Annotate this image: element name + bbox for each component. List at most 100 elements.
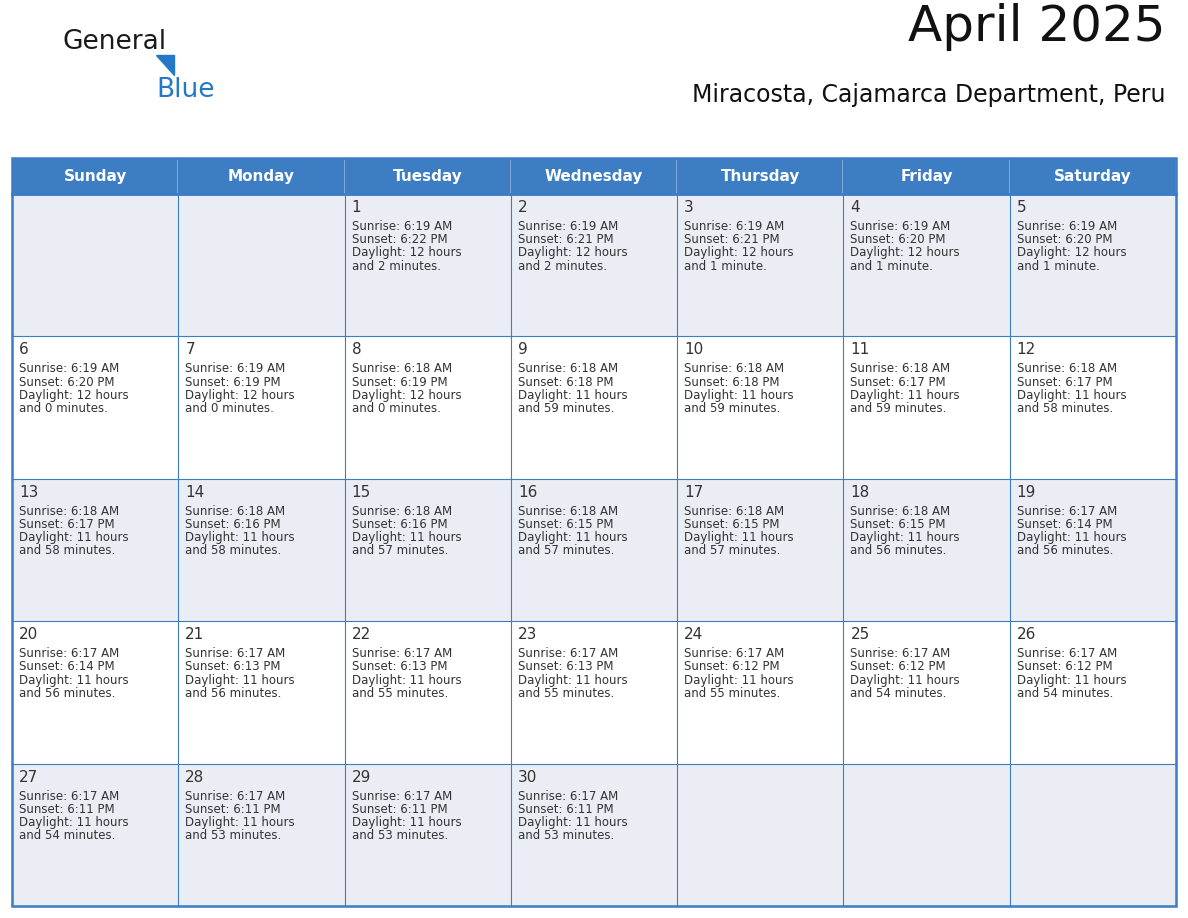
Text: Sunrise: 6:18 AM: Sunrise: 6:18 AM bbox=[1017, 363, 1117, 375]
Text: and 0 minutes.: and 0 minutes. bbox=[352, 402, 441, 415]
Text: Daylight: 12 hours: Daylight: 12 hours bbox=[352, 246, 461, 260]
Text: Sunrise: 6:17 AM: Sunrise: 6:17 AM bbox=[352, 789, 451, 802]
Text: Sunset: 6:11 PM: Sunset: 6:11 PM bbox=[185, 802, 280, 816]
Text: Daylight: 12 hours: Daylight: 12 hours bbox=[684, 246, 794, 260]
Text: Sunrise: 6:18 AM: Sunrise: 6:18 AM bbox=[19, 505, 119, 518]
Text: Daylight: 11 hours: Daylight: 11 hours bbox=[851, 674, 960, 687]
Bar bbox=[345, 479, 511, 621]
Text: Sunrise: 6:18 AM: Sunrise: 6:18 AM bbox=[684, 363, 784, 375]
Text: and 59 minutes.: and 59 minutes. bbox=[684, 402, 781, 415]
Text: and 1 minute.: and 1 minute. bbox=[851, 260, 934, 273]
Text: 17: 17 bbox=[684, 485, 703, 499]
Text: and 58 minutes.: and 58 minutes. bbox=[19, 544, 115, 557]
Bar bbox=[178, 158, 345, 194]
Bar bbox=[677, 764, 843, 906]
Text: 20: 20 bbox=[19, 627, 38, 643]
Text: 19: 19 bbox=[1017, 485, 1036, 499]
Text: and 1 minute.: and 1 minute. bbox=[684, 260, 767, 273]
Text: 13: 13 bbox=[19, 485, 38, 499]
Text: 24: 24 bbox=[684, 627, 703, 643]
Text: Sunset: 6:15 PM: Sunset: 6:15 PM bbox=[518, 518, 613, 531]
Text: and 1 minute.: and 1 minute. bbox=[1017, 260, 1100, 273]
Text: and 0 minutes.: and 0 minutes. bbox=[185, 402, 274, 415]
Bar bbox=[12, 158, 1176, 906]
Text: 5: 5 bbox=[1017, 200, 1026, 215]
Text: Daylight: 11 hours: Daylight: 11 hours bbox=[684, 532, 794, 544]
Bar bbox=[677, 479, 843, 621]
Text: 18: 18 bbox=[851, 485, 870, 499]
Text: Daylight: 11 hours: Daylight: 11 hours bbox=[1017, 388, 1126, 402]
Bar bbox=[1010, 764, 1176, 906]
Text: Sunset: 6:12 PM: Sunset: 6:12 PM bbox=[684, 660, 779, 674]
Bar bbox=[677, 336, 843, 479]
Text: Daylight: 11 hours: Daylight: 11 hours bbox=[684, 674, 794, 687]
Text: 7: 7 bbox=[185, 342, 195, 357]
Text: Sunset: 6:13 PM: Sunset: 6:13 PM bbox=[352, 660, 447, 674]
Text: Sunrise: 6:18 AM: Sunrise: 6:18 AM bbox=[518, 505, 618, 518]
Text: Sunset: 6:14 PM: Sunset: 6:14 PM bbox=[1017, 518, 1112, 531]
Text: Daylight: 12 hours: Daylight: 12 hours bbox=[19, 388, 128, 402]
Text: Sunset: 6:18 PM: Sunset: 6:18 PM bbox=[518, 375, 613, 388]
Bar bbox=[345, 158, 511, 194]
Text: and 57 minutes.: and 57 minutes. bbox=[518, 544, 614, 557]
Polygon shape bbox=[156, 55, 173, 75]
Text: and 59 minutes.: and 59 minutes. bbox=[851, 402, 947, 415]
Text: General: General bbox=[62, 29, 166, 55]
Text: 10: 10 bbox=[684, 342, 703, 357]
Text: 21: 21 bbox=[185, 627, 204, 643]
Text: Sunrise: 6:17 AM: Sunrise: 6:17 AM bbox=[19, 789, 119, 802]
Bar bbox=[1010, 621, 1176, 764]
Text: and 58 minutes.: and 58 minutes. bbox=[185, 544, 282, 557]
Bar bbox=[345, 621, 511, 764]
Text: and 55 minutes.: and 55 minutes. bbox=[684, 687, 781, 700]
Text: and 2 minutes.: and 2 minutes. bbox=[352, 260, 441, 273]
Text: and 56 minutes.: and 56 minutes. bbox=[851, 544, 947, 557]
Text: Saturday: Saturday bbox=[1054, 169, 1132, 184]
Text: 15: 15 bbox=[352, 485, 371, 499]
Text: Monday: Monday bbox=[228, 169, 295, 184]
Text: Friday: Friday bbox=[901, 169, 953, 184]
Text: Daylight: 11 hours: Daylight: 11 hours bbox=[352, 816, 461, 829]
Text: Sunset: 6:13 PM: Sunset: 6:13 PM bbox=[518, 660, 613, 674]
Text: Daylight: 12 hours: Daylight: 12 hours bbox=[518, 246, 627, 260]
Text: Sunrise: 6:17 AM: Sunrise: 6:17 AM bbox=[684, 647, 784, 660]
Bar bbox=[511, 479, 677, 621]
Text: 11: 11 bbox=[851, 342, 870, 357]
Text: Daylight: 12 hours: Daylight: 12 hours bbox=[352, 388, 461, 402]
Text: and 56 minutes.: and 56 minutes. bbox=[19, 687, 115, 700]
Text: Sunset: 6:17 PM: Sunset: 6:17 PM bbox=[1017, 375, 1112, 388]
Text: Daylight: 11 hours: Daylight: 11 hours bbox=[518, 388, 627, 402]
Text: Thursday: Thursday bbox=[721, 169, 800, 184]
Text: Sunrise: 6:18 AM: Sunrise: 6:18 AM bbox=[352, 505, 451, 518]
Bar bbox=[12, 764, 178, 906]
Bar bbox=[511, 764, 677, 906]
Text: Sunset: 6:16 PM: Sunset: 6:16 PM bbox=[352, 518, 447, 531]
Bar bbox=[178, 621, 345, 764]
Bar bbox=[345, 764, 511, 906]
Text: Sunrise: 6:18 AM: Sunrise: 6:18 AM bbox=[851, 505, 950, 518]
Text: 2: 2 bbox=[518, 200, 527, 215]
Text: Wednesday: Wednesday bbox=[545, 169, 643, 184]
Text: Daylight: 11 hours: Daylight: 11 hours bbox=[1017, 532, 1126, 544]
Text: Sunrise: 6:17 AM: Sunrise: 6:17 AM bbox=[518, 647, 618, 660]
Bar bbox=[843, 158, 1010, 194]
Text: 25: 25 bbox=[851, 627, 870, 643]
Text: Sunset: 6:13 PM: Sunset: 6:13 PM bbox=[185, 660, 280, 674]
Text: Blue: Blue bbox=[156, 77, 215, 103]
Text: Daylight: 11 hours: Daylight: 11 hours bbox=[19, 816, 128, 829]
Bar bbox=[178, 764, 345, 906]
Text: Sunset: 6:20 PM: Sunset: 6:20 PM bbox=[19, 375, 114, 388]
Text: and 57 minutes.: and 57 minutes. bbox=[352, 544, 448, 557]
Text: 6: 6 bbox=[19, 342, 29, 357]
Text: Sunset: 6:11 PM: Sunset: 6:11 PM bbox=[19, 802, 114, 816]
Bar bbox=[345, 194, 511, 336]
Text: Sunrise: 6:19 AM: Sunrise: 6:19 AM bbox=[352, 220, 451, 233]
Text: Sunrise: 6:19 AM: Sunrise: 6:19 AM bbox=[19, 363, 119, 375]
Bar bbox=[178, 336, 345, 479]
Bar bbox=[178, 194, 345, 336]
Bar bbox=[12, 158, 178, 194]
Text: 9: 9 bbox=[518, 342, 527, 357]
Text: Sunset: 6:14 PM: Sunset: 6:14 PM bbox=[19, 660, 114, 674]
Bar bbox=[677, 621, 843, 764]
Text: Sunrise: 6:17 AM: Sunrise: 6:17 AM bbox=[851, 647, 950, 660]
